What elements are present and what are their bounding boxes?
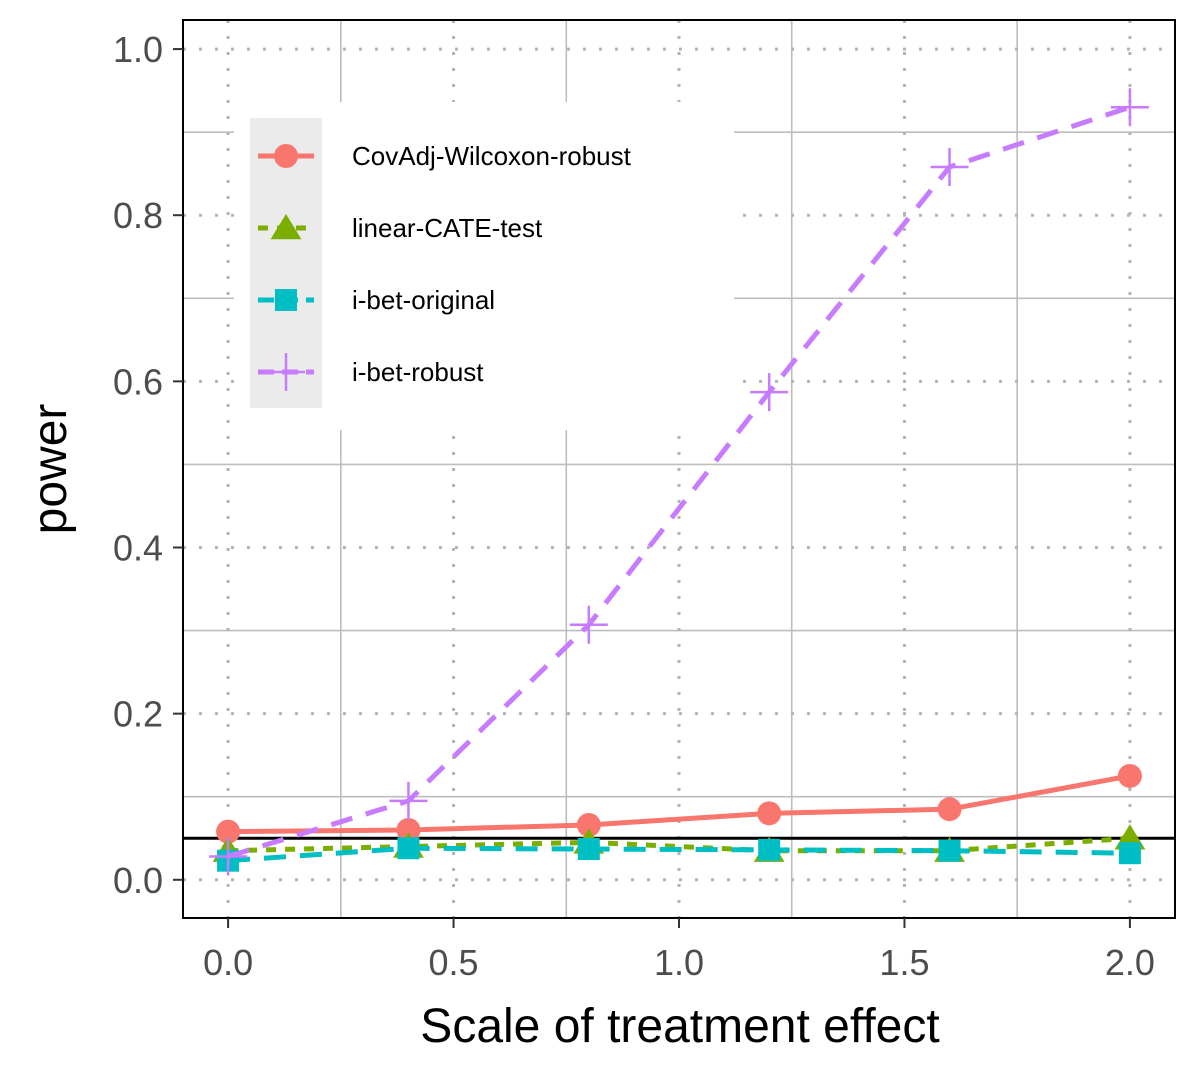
series-i-bet-original: [217, 837, 1141, 872]
series-line-covadj-wilcoxon-robust: [228, 773, 1131, 835]
y-axis-title: power: [24, 404, 77, 535]
series-line-i-bet-robust: [227, 104, 1131, 859]
series-line-i-bet-original: [227, 845, 1130, 864]
data-point-covadj-wilcoxon-robust: [1117, 763, 1142, 788]
x-tick-label: 1.5: [879, 942, 929, 983]
data-point-i-bet-original: [397, 837, 420, 860]
x-tick-label: 0.0: [203, 942, 253, 983]
data-point-covadj-wilcoxon-robust: [576, 812, 601, 837]
data-point-i-bet-original: [1118, 842, 1141, 865]
data-point-covadj-wilcoxon-robust: [396, 817, 421, 842]
legend-label: linear-CATE-test: [352, 213, 543, 243]
data-point-i-bet-robust: [1110, 88, 1149, 127]
legend-label: i-bet-original: [352, 285, 495, 315]
legend-label: i-bet-robust: [352, 357, 484, 387]
y-tick-label: 0.2: [113, 694, 163, 735]
y-tick-label: 0.8: [113, 195, 163, 236]
data-point-i-bet-original: [938, 839, 961, 862]
legend: CovAdj-Wilcoxon-robust linear-CATE-test i-…: [234, 102, 734, 430]
legend-swatch-marker: [275, 289, 297, 311]
y-tick-label: 0.6: [113, 361, 163, 402]
data-point-i-bet-robust: [209, 837, 248, 876]
legend-item-i-bet-original: i-bet-original: [258, 285, 495, 315]
legend-label: CovAdj-Wilcoxon-robust: [352, 141, 632, 171]
data-point-covadj-wilcoxon-robust: [216, 819, 241, 844]
y-tick-label: 0.4: [113, 528, 163, 569]
legend-item-i-bet-robust: i-bet-robust: [258, 353, 484, 391]
legend-item-covadj-wilcoxon-robust: CovAdj-Wilcoxon-robust: [258, 141, 632, 171]
series-layer: [209, 88, 1149, 876]
data-point-covadj-wilcoxon-robust: [757, 801, 782, 826]
y-tick-label: 0.0: [113, 860, 163, 901]
data-point-i-bet-robust: [930, 148, 969, 187]
y-tick-label: 1.0: [113, 29, 163, 70]
data-point-i-bet-robust: [569, 605, 608, 644]
legend-swatch-marker: [274, 144, 298, 168]
data-point-covadj-wilcoxon-robust: [937, 797, 962, 822]
series-i-bet-robust: [209, 88, 1149, 876]
series-covadj-wilcoxon-robust: [216, 763, 1142, 844]
legend-swatch-marker: [267, 353, 305, 391]
data-point-i-bet-original: [758, 838, 781, 861]
x-tick-label: 2.0: [1105, 942, 1155, 983]
x-tick-label: 0.5: [429, 942, 479, 983]
data-point-i-bet-original: [577, 838, 600, 861]
y-axis: 0.0 0.2 0.4 0.6 0.8 1.0: [113, 29, 183, 901]
x-axis: 0.0 0.5 1.0 1.5 2.0: [203, 918, 1155, 983]
legend-items: CovAdj-Wilcoxon-robust linear-CATE-test i-…: [258, 141, 632, 391]
data-point-i-bet-robust: [389, 781, 428, 820]
legend-swatch-marker: [270, 214, 302, 240]
x-axis-title: Scale of treatment effect: [420, 1000, 939, 1053]
x-tick-label: 1.0: [654, 942, 704, 983]
data-point-i-bet-robust: [750, 373, 789, 412]
legend-item-linear-cate-test: linear-CATE-test: [258, 213, 543, 243]
